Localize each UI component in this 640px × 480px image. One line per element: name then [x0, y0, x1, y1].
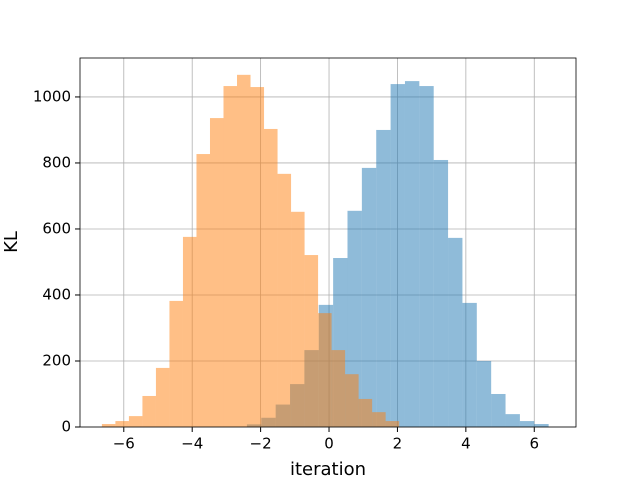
histogram-bar	[237, 74, 251, 428]
histogram-bar	[291, 211, 305, 427]
histogram-bar	[372, 412, 386, 427]
x-tick-label: 6	[529, 435, 539, 453]
histogram-bar	[318, 313, 332, 427]
histogram-bar	[277, 173, 292, 427]
histogram-bar	[250, 87, 265, 427]
y-tick-label: 400	[42, 285, 71, 303]
histogram-bar	[345, 374, 359, 427]
histogram-bar	[358, 398, 373, 427]
histogram-bar	[385, 421, 400, 427]
histogram-bar	[155, 367, 170, 427]
histogram-bar	[462, 302, 477, 427]
histogram-bar	[376, 129, 391, 427]
y-tick-label: 800	[42, 153, 71, 171]
histogram-bar	[331, 350, 346, 427]
histogram-bar	[196, 154, 210, 427]
x-tick-label: 2	[393, 435, 403, 453]
histogram-bar	[264, 128, 278, 427]
y-axis-label: KL	[1, 231, 22, 253]
x-tick-label: 4	[461, 435, 471, 453]
histogram-bar	[476, 360, 492, 427]
y-tick-label: 600	[42, 219, 71, 237]
histogram-bar	[169, 300, 183, 427]
histogram-bar	[519, 421, 535, 427]
x-tick-label: −2	[250, 435, 272, 453]
histogram-bar	[361, 167, 377, 427]
x-tick-label: 0	[324, 435, 334, 453]
histogram-bar	[128, 416, 143, 427]
histogram-bar	[223, 86, 238, 427]
y-tick-label: 0	[61, 418, 71, 436]
x-tick-label: −4	[181, 435, 203, 453]
histogram-bar	[404, 81, 420, 427]
histogram-bar	[505, 414, 520, 427]
histogram-bar	[433, 159, 449, 428]
histogram-bar	[101, 424, 116, 427]
x-tick-label: −6	[113, 435, 135, 453]
histogram-bar	[419, 86, 434, 427]
y-tick-label: 1000	[33, 87, 71, 105]
y-tick-label: 200	[42, 351, 71, 369]
histogram-bar	[182, 236, 197, 427]
histogram-bar	[448, 237, 463, 427]
histogram-bar	[142, 395, 156, 427]
histogram-bar	[347, 210, 362, 427]
plot-frame	[79, 57, 577, 428]
histogram-bar	[304, 255, 319, 427]
histogram-bar	[209, 118, 224, 428]
histogram-bar	[390, 84, 405, 427]
histogram-bar	[491, 393, 506, 427]
x-axis-label: iteration	[290, 459, 366, 480]
histogram-bar	[115, 421, 129, 427]
histogram-bar	[534, 424, 549, 427]
